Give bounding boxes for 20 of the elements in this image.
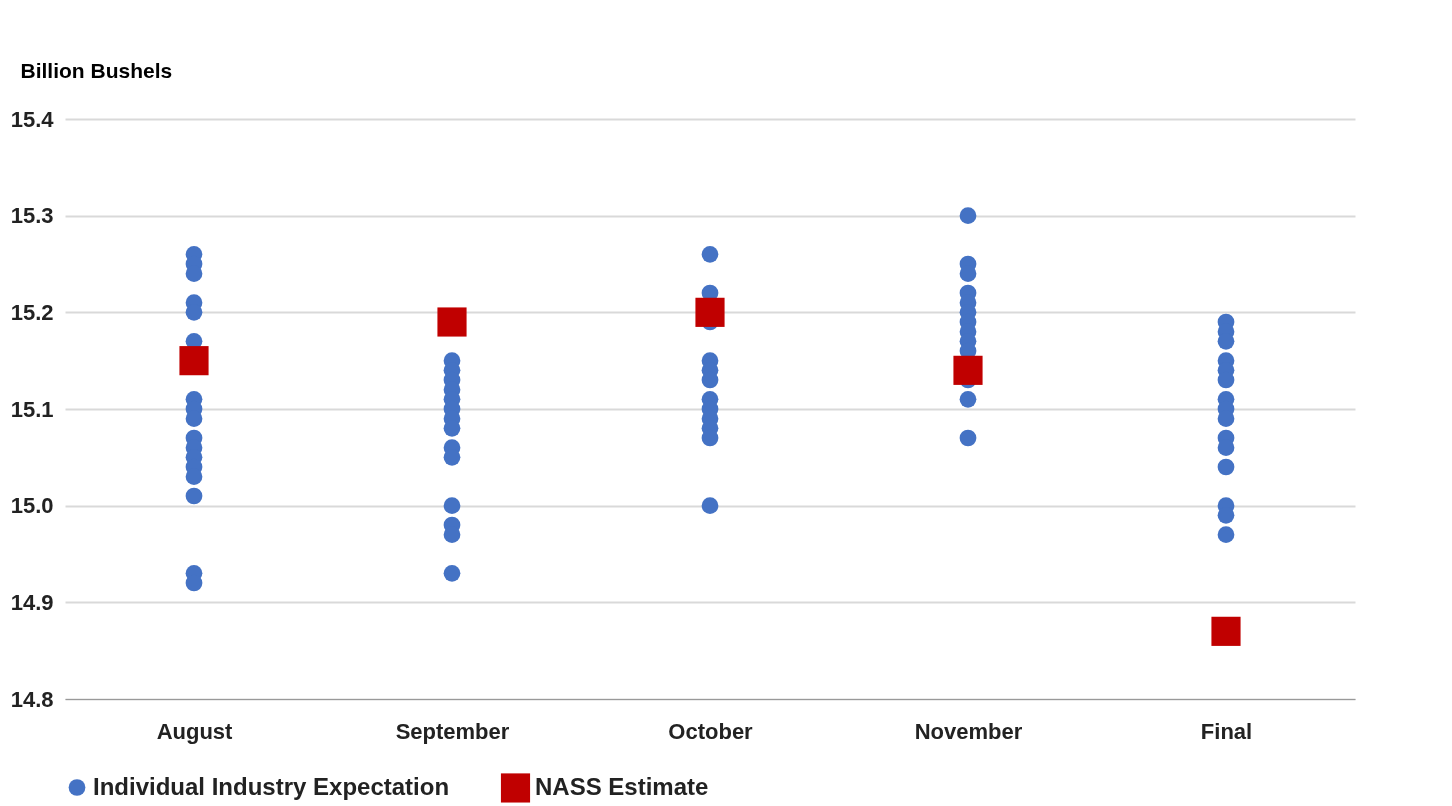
y-tick-label: 14.9 [10,589,54,615]
x-tick-label: August [156,718,234,744]
x-tick-label: November [914,718,1023,744]
x-tick-label: October [668,718,754,744]
legend-label: Individual Industry Expectation [93,772,450,800]
x-tick-label: Final [1200,718,1253,744]
point [953,355,983,385]
y-axis-title: Billion Bushels [20,58,173,82]
point [1211,616,1241,646]
y-tick-label: 14.8 [10,686,54,712]
y-tick-label: 15.3 [10,203,54,229]
y-tick-label: 15.1 [10,396,54,422]
x-tick-label: September [395,718,510,744]
point [437,307,467,337]
point [695,297,725,327]
point [179,346,209,376]
y-tick-label: 15.0 [10,493,54,519]
y-tick-label: 15.2 [10,299,54,325]
y-tick-label: 15.4 [10,106,55,132]
legend-label: NASS Estimate [535,772,709,800]
